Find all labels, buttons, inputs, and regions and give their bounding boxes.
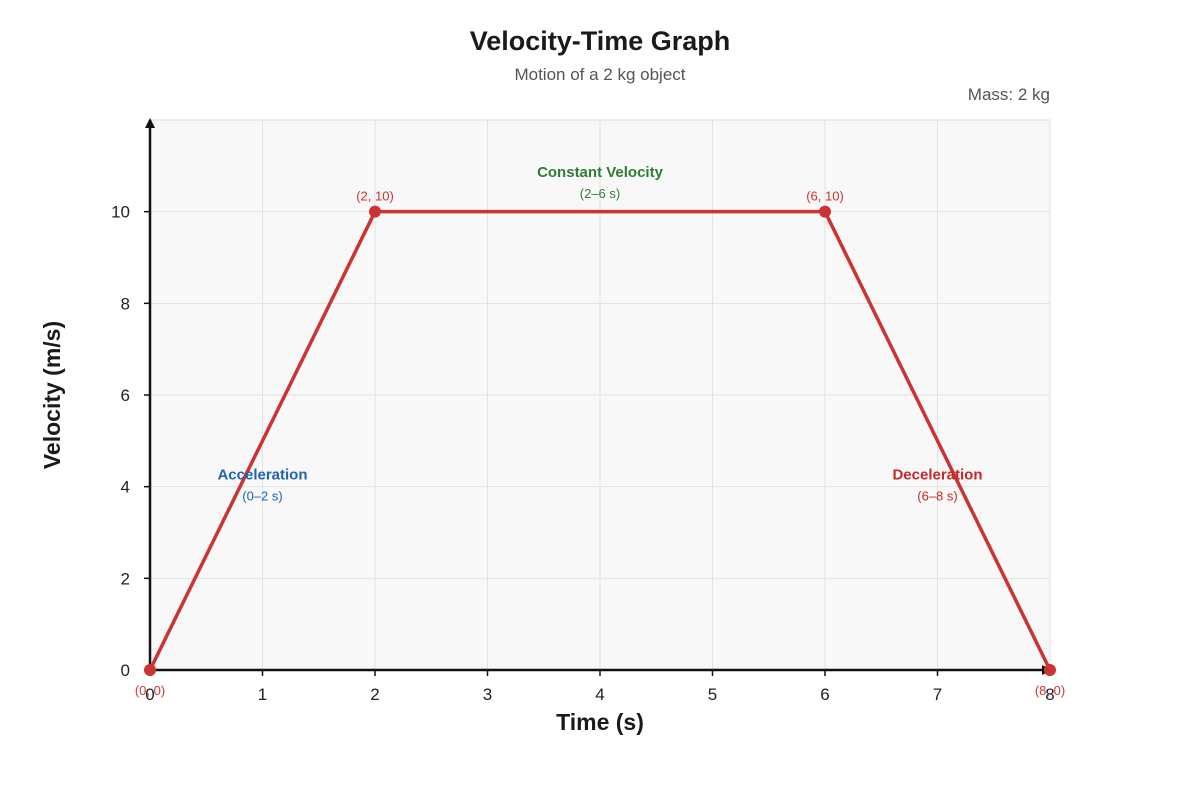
x-tick-label: 5 — [708, 685, 717, 704]
y-tick-label: 2 — [121, 569, 130, 588]
x-tick-label: 3 — [483, 685, 492, 704]
point-label: (2, 10) — [356, 189, 394, 204]
point-label: (6, 10) — [806, 189, 844, 204]
data-point — [819, 205, 831, 218]
x-tick-label: 6 — [820, 685, 829, 704]
x-axis-label: Time (s) — [556, 709, 644, 735]
x-tick-label: 8 — [1045, 685, 1054, 704]
y-tick-label: 4 — [121, 478, 130, 497]
data-point — [144, 664, 156, 676]
phase-annotation-range: (0–2 s) — [242, 489, 282, 504]
x-tick-label: 2 — [370, 685, 379, 704]
phase-annotation-range: (6–8 s) — [917, 489, 957, 504]
y-tick-label: 10 — [111, 203, 130, 222]
y-axis-arrow — [145, 118, 155, 128]
tick-labels: 0 1 2 3 4 5 6 7 8 0 2 4 6 8 10 — [111, 203, 1055, 704]
x-tick-label: 0 — [145, 685, 154, 704]
y-axis-label: Velocity (m/s) — [39, 321, 65, 469]
velocity-line — [148, 209, 1052, 671]
y-tick-label: 8 — [121, 294, 130, 313]
y-tick-label: 0 — [121, 661, 130, 680]
point-label: (0, 0) — [135, 683, 165, 698]
phase-annotation-title: Acceleration — [217, 467, 307, 484]
chart-subtitle: Motion of a 2 kg object — [514, 65, 685, 84]
x-tick-label: 7 — [933, 685, 942, 704]
phase-annotation-title: Deceleration — [892, 467, 982, 484]
chart-title: Velocity-Time Graph — [470, 26, 731, 56]
series: (0, 0) (2, 10) (6, 10) (8, 0) — [135, 189, 1065, 698]
annotations: Acceleration (0–2 s) Constant Velocity (2–6… — [217, 164, 982, 504]
point-label: (8, 0) — [1035, 683, 1065, 698]
x-tick-label: 1 — [258, 685, 267, 704]
data-point — [369, 205, 381, 218]
data-point — [1044, 664, 1056, 676]
y-tick-label: 6 — [121, 386, 130, 405]
x-tick-label: 4 — [595, 685, 604, 704]
mass-note: Mass: 2 kg — [968, 85, 1050, 104]
phase-annotation-range: (2–6 s) — [580, 186, 620, 201]
phase-annotation-title: Constant Velocity — [537, 164, 664, 181]
